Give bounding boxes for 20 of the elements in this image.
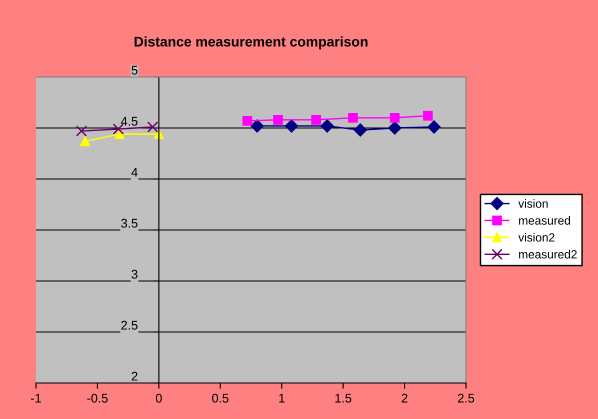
legend-label: vision2 [518, 232, 554, 242]
y-tick-label: 5 [132, 66, 138, 75]
legend-label: measured2 [519, 250, 577, 259]
x-tick-label: -1 [31, 394, 41, 402]
x-tick-label: 2 [402, 394, 408, 402]
y-tick-label: 3 [132, 270, 138, 279]
x-tick-label: 0 [156, 394, 162, 403]
x-tick-label: 1.5 [335, 394, 352, 403]
y-tick-label: 3.5 [121, 218, 138, 228]
y-tick-label: 2.5 [121, 320, 138, 330]
x-tick-label: 0.5 [212, 394, 228, 403]
x-tick-label: 1 [279, 394, 285, 402]
legend-label: vision [518, 199, 548, 208]
y-tick-label: 4.5 [120, 116, 138, 126]
y-tick-label: 2 [132, 372, 138, 381]
x-tick-label: -0.5 [87, 394, 108, 403]
y-tick-label: 4 [131, 168, 138, 177]
x-tick-label: 2.5 [458, 394, 474, 403]
chart-title: Distance measurement comparison [134, 36, 368, 50]
legend-label: measured [519, 216, 570, 225]
